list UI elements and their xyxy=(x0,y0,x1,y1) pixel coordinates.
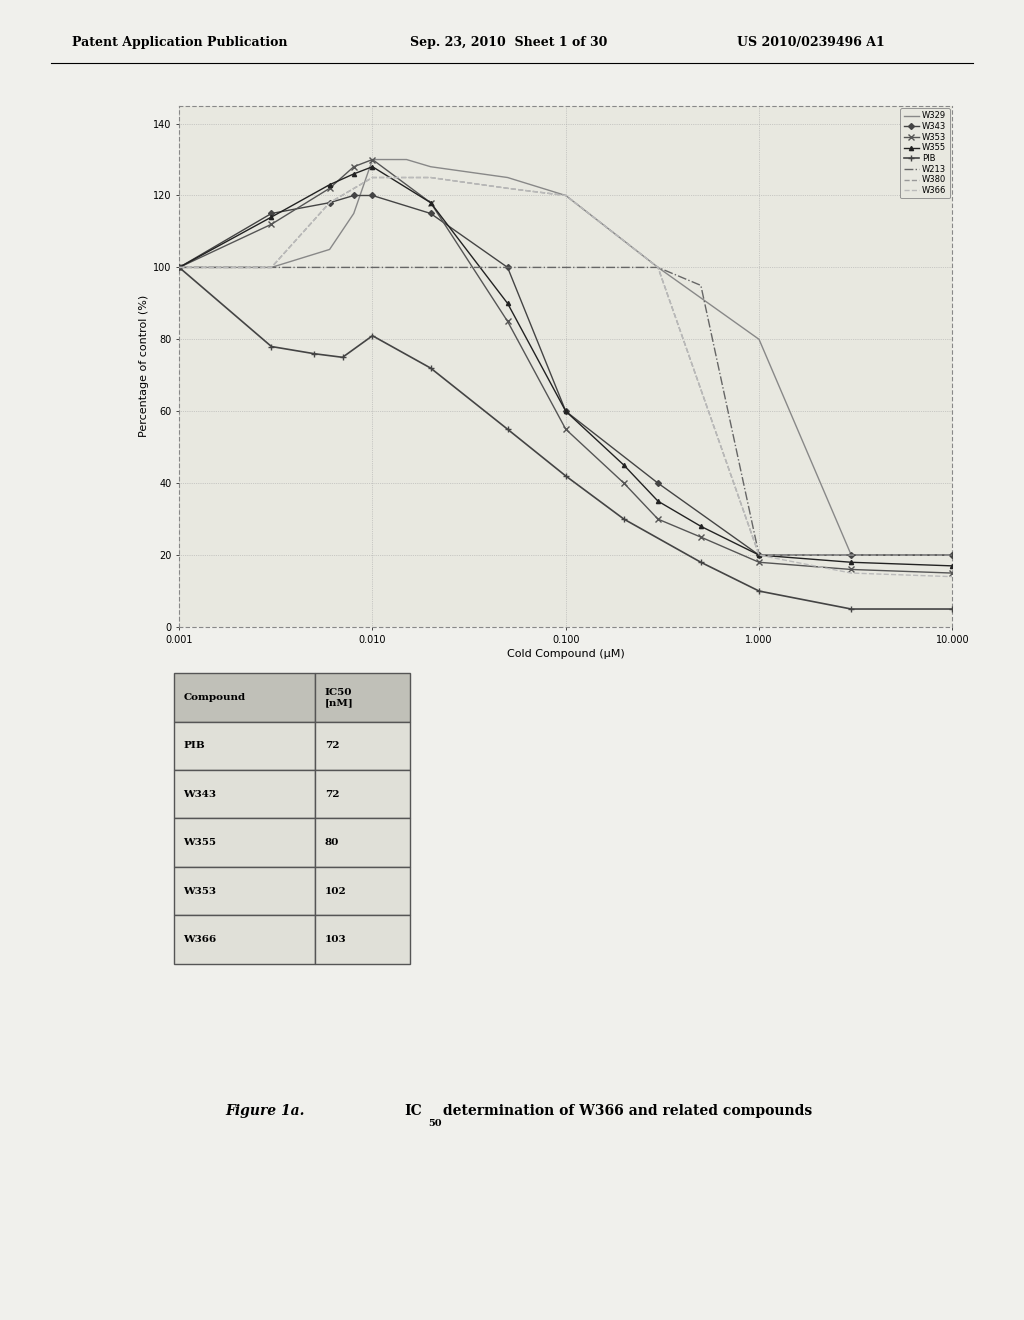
Legend: W329, W343, W353, W355, PIB, W213, W380, W366: W329, W343, W353, W355, PIB, W213, W380,… xyxy=(900,108,950,198)
Bar xyxy=(315,722,410,770)
Text: Sep. 23, 2010  Sheet 1 of 30: Sep. 23, 2010 Sheet 1 of 30 xyxy=(410,36,607,49)
Bar xyxy=(174,722,315,770)
Bar xyxy=(315,673,410,722)
Text: US 2010/0239496 A1: US 2010/0239496 A1 xyxy=(737,36,885,49)
Bar xyxy=(315,915,410,964)
Text: 102: 102 xyxy=(325,887,346,895)
Text: determination of W366 and related compounds: determination of W366 and related compou… xyxy=(438,1105,812,1118)
Bar xyxy=(174,770,315,818)
Text: W355: W355 xyxy=(183,838,216,847)
Text: 72: 72 xyxy=(325,742,339,750)
Text: 72: 72 xyxy=(325,789,339,799)
Text: Compound: Compound xyxy=(183,693,246,702)
Text: Figure 1a.: Figure 1a. xyxy=(225,1105,305,1118)
Text: 50: 50 xyxy=(428,1119,441,1129)
Y-axis label: Percentage of control (%): Percentage of control (%) xyxy=(139,296,148,437)
Bar xyxy=(174,673,315,722)
Text: W353: W353 xyxy=(183,887,216,895)
Bar xyxy=(315,770,410,818)
Bar xyxy=(315,818,410,867)
Text: W366: W366 xyxy=(183,935,217,944)
Text: IC: IC xyxy=(404,1105,422,1118)
Bar xyxy=(174,867,315,915)
Text: Patent Application Publication: Patent Application Publication xyxy=(72,36,287,49)
Bar xyxy=(174,915,315,964)
X-axis label: Cold Compound (μM): Cold Compound (μM) xyxy=(507,649,625,659)
Bar xyxy=(315,867,410,915)
Text: W343: W343 xyxy=(183,789,216,799)
Text: PIB: PIB xyxy=(183,742,205,750)
Bar xyxy=(174,818,315,867)
Text: IC50
[nM]: IC50 [nM] xyxy=(325,688,353,708)
Text: 103: 103 xyxy=(325,935,346,944)
Text: 80: 80 xyxy=(325,838,339,847)
